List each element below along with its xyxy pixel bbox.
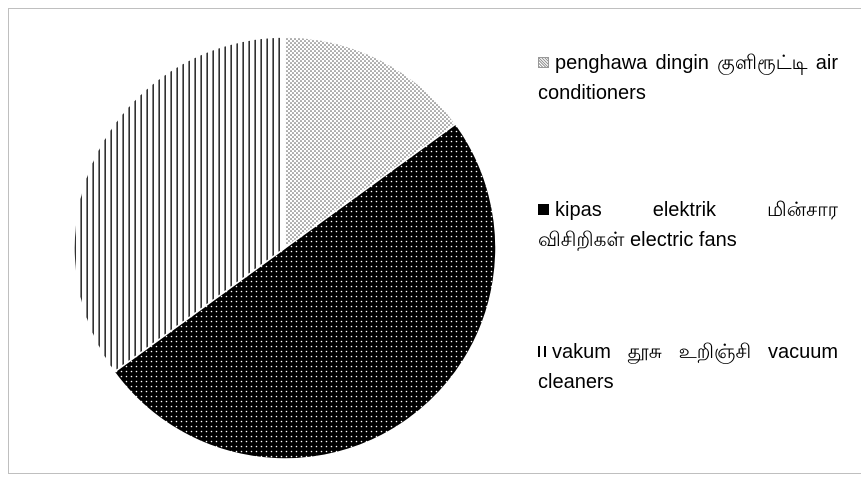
legend-item: kipas elektrik மின்சார விசிறிகள் electri… — [538, 195, 838, 255]
pie-slice — [73, 36, 286, 374]
chart-border — [8, 8, 861, 474]
legend-label: vakum தூசு உறிஞ்சி vacuum cleaners — [538, 341, 838, 393]
legend-swatch — [538, 57, 549, 68]
pie-slice — [284, 36, 457, 250]
legend-swatch — [538, 346, 546, 357]
legend-swatch — [538, 204, 549, 215]
legend-label: kipas elektrik மின்சார விசிறிகள் electri… — [538, 199, 838, 251]
legend-item: vakum தூசு உறிஞ்சி vacuum cleaners — [538, 337, 838, 397]
legend-label: penghawa dingin குளிரூட்டி air condition… — [538, 52, 838, 104]
pie-slice — [113, 122, 497, 460]
legend-item: penghawa dingin குளிரூட்டி air condition… — [538, 48, 838, 108]
